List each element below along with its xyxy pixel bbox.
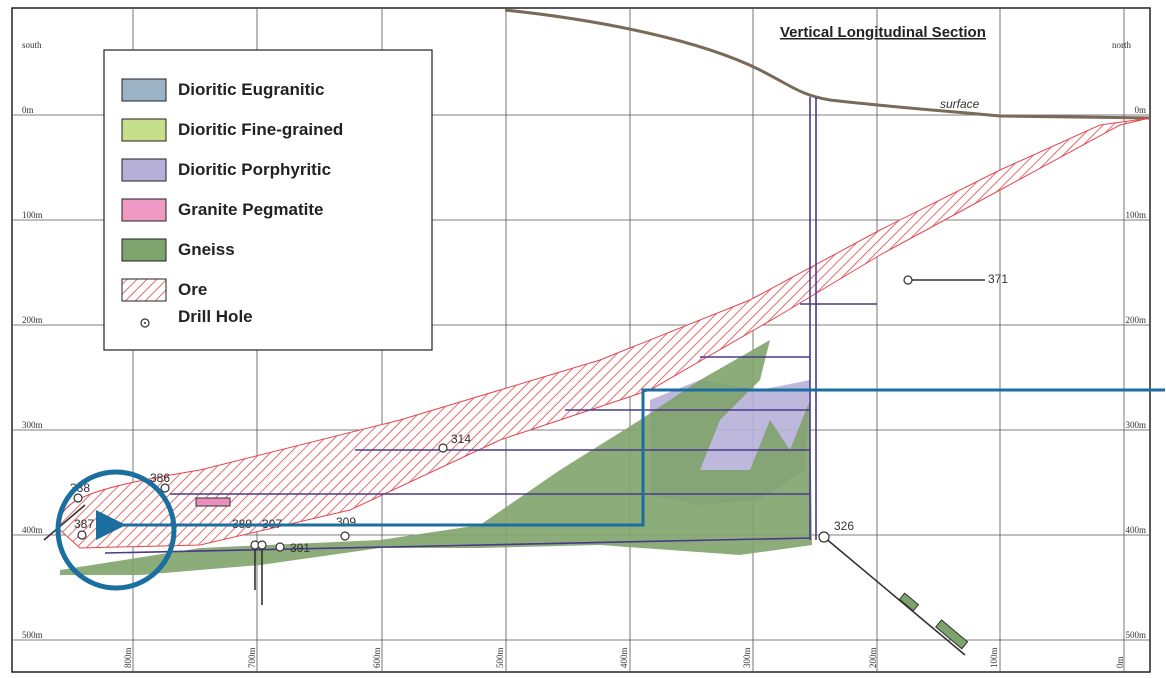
legend-label: Dioritic Porphyritic: [178, 160, 331, 179]
distance-label: 300m: [742, 647, 752, 668]
depth-label: 300m: [22, 420, 43, 430]
drill-hole-label: 391: [290, 541, 310, 555]
depth-label: 0m: [22, 105, 34, 115]
distance-label: 500m: [495, 647, 505, 668]
legend-label: Ore: [178, 280, 207, 299]
drill-hole-label: 314: [451, 432, 471, 446]
north-label: north: [1112, 40, 1131, 50]
distance-label: 700m: [247, 647, 257, 668]
section-diagram: 371 314 326 388 387 386 389 307 391 309 …: [0, 0, 1166, 678]
distance-label: 600m: [372, 647, 382, 668]
depth-label: 200m: [1125, 315, 1146, 325]
surface-label: surface: [940, 97, 980, 111]
legend-label: Gneiss: [178, 240, 235, 259]
drill-hole-label: 309: [336, 515, 356, 529]
depth-label: 200m: [22, 315, 43, 325]
distance-label: 200m: [868, 647, 878, 668]
distance-label: 800m: [123, 647, 133, 668]
legend-label: Granite Pegmatite: [178, 200, 324, 219]
depth-label: 500m: [1125, 630, 1146, 640]
distance-label: 400m: [619, 647, 629, 668]
legend-label: Drill Hole: [178, 307, 253, 326]
legend-label: Dioritic Eugranitic: [178, 80, 324, 99]
depth-label: 0m: [1134, 105, 1146, 115]
legend-label: Dioritic Fine-grained: [178, 120, 343, 139]
section-title: Vertical Longitudinal Section: [780, 24, 986, 41]
depth-label: 500m: [22, 630, 43, 640]
distance-label: 100m: [989, 647, 999, 668]
depth-label: 100m: [1125, 210, 1146, 220]
distance-label: 0m: [1115, 656, 1125, 668]
depth-label: 400m: [1125, 525, 1146, 535]
south-label: south: [22, 40, 42, 50]
drill-hole-label: 371: [988, 272, 1008, 286]
drill-hole-label: 387: [74, 517, 94, 531]
drill-hole-label: 326: [834, 519, 854, 533]
depth-label: 300m: [1125, 420, 1146, 430]
legend: Dioritic Eugranitic Dioritic Fine-graine…: [104, 50, 432, 350]
depth-label: 100m: [22, 210, 43, 220]
depth-label: 400m: [22, 525, 43, 535]
